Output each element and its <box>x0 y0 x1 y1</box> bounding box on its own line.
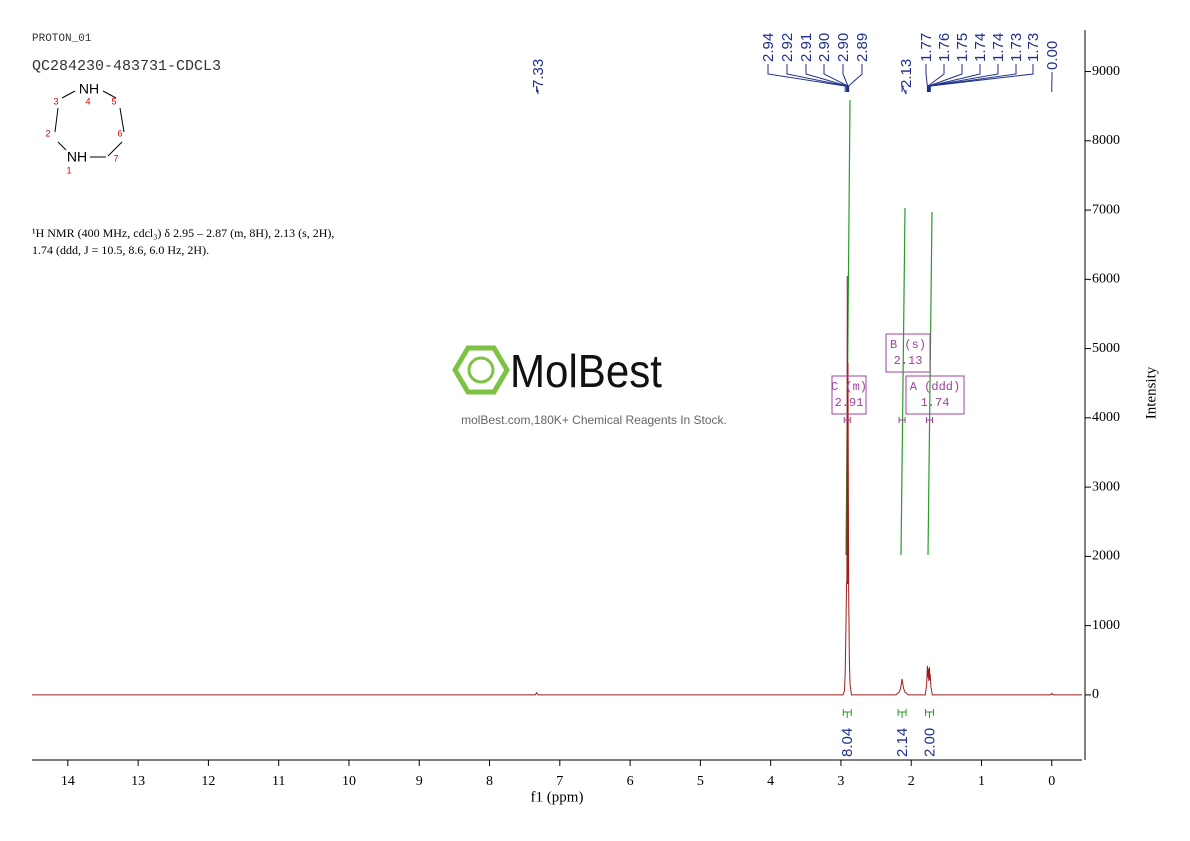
peak-connector <box>848 64 863 92</box>
peak-label: 1.73 <box>1025 33 1042 62</box>
y-tick-label: 8000 <box>1092 133 1120 148</box>
bond <box>57 141 67 151</box>
peak-label: 7.33 <box>530 59 547 88</box>
bond <box>102 90 117 99</box>
peak-label: 2.90 <box>816 33 833 62</box>
peak-connector <box>925 64 928 92</box>
integral-marker <box>842 709 852 718</box>
x-tick-label: 2 <box>908 774 915 789</box>
peak-connector <box>786 64 848 92</box>
peak-label: 1.73 <box>1008 33 1025 62</box>
peak-label: 0.00 <box>1044 41 1061 70</box>
y-axis-label: Intensity <box>1143 366 1159 419</box>
x-tick-label: 8 <box>486 774 493 789</box>
bond <box>54 107 59 133</box>
y-tick-label: 6000 <box>1092 272 1120 287</box>
integral-label: 2.14 <box>894 728 911 757</box>
peak-connector <box>805 64 848 92</box>
x-tick-label: 11 <box>272 774 285 789</box>
x-tick-label: 0 <box>1048 774 1055 789</box>
experiment-name: PROTON_01 <box>32 33 92 45</box>
atom-number: 5 <box>111 96 116 106</box>
multiplet-marker <box>843 417 851 423</box>
nmr-description: ¹H NMR (400 MHz, cdcl₃) δ 2.95 – 2.87 (m… <box>32 226 334 240</box>
x-tick-label: 7 <box>556 774 563 789</box>
integral-marker <box>897 709 907 718</box>
x-tick-label: 5 <box>697 774 704 789</box>
x-tick-label: 9 <box>416 774 423 789</box>
peak-connector <box>928 64 963 92</box>
multiplet-box <box>905 375 965 415</box>
x-tick-label: 3 <box>837 774 844 789</box>
bond <box>107 141 123 157</box>
atom-number: 6 <box>117 128 122 138</box>
peak-connector <box>842 64 849 92</box>
peak-label: 1.74 <box>990 33 1007 62</box>
peak-label: 1.77 <box>918 33 935 62</box>
y-tick-label: 4000 <box>1092 410 1120 425</box>
multiplet-label: C (m) <box>831 380 867 394</box>
nmr-description: 1.74 (ddd, J = 10.5, 8.6, 6.0 Hz, 2H). <box>32 243 209 257</box>
y-tick-label: 3000 <box>1092 479 1120 494</box>
peak-connector <box>536 85 539 95</box>
bond <box>119 107 125 133</box>
peak-label: 2.90 <box>835 33 852 62</box>
peak-label: 2.89 <box>854 33 871 62</box>
peak-connector <box>928 64 999 92</box>
integral-curves <box>845 99 933 556</box>
x-axis-label: f1 (ppm) <box>531 789 584 805</box>
peak-connector <box>767 64 846 92</box>
x-tick-label: 14 <box>61 774 75 789</box>
x-tick-label: 12 <box>201 774 215 789</box>
y-tick-label: 5000 <box>1092 341 1120 356</box>
atom-number: 4 <box>85 96 90 106</box>
peak-label: 1.74 <box>972 33 989 62</box>
atom-number: 1 <box>66 165 71 175</box>
atom-label: NH <box>67 149 87 165</box>
atom-number: 2 <box>45 128 50 138</box>
multiplet-shift: 1.74 <box>921 396 950 410</box>
sample-name: QC284230-483731-CDCL3 <box>32 58 221 75</box>
molecule <box>54 90 125 158</box>
x-tick-label: 13 <box>131 774 145 789</box>
bond <box>61 90 76 99</box>
peak-label: 2.91 <box>798 33 815 62</box>
y-tick-label: 1000 <box>1092 618 1120 633</box>
integral-label: 2.00 <box>921 728 938 757</box>
multiplet-label: A (ddd) <box>910 380 960 394</box>
y-tick-label: 7000 <box>1092 202 1120 217</box>
y-tick-label: 0 <box>1092 687 1099 702</box>
spectrum-line <box>32 275 1082 696</box>
multiplet-marker <box>925 417 933 423</box>
peak-label: 2.92 <box>779 33 796 62</box>
peak-connector <box>927 64 945 92</box>
x-tick-label: 4 <box>767 774 774 789</box>
multiplet-box <box>831 375 867 415</box>
multiplet-label: B (s) <box>890 338 926 352</box>
integral-marker <box>924 709 934 718</box>
atom-number: 3 <box>53 96 58 106</box>
y-tick-label: 9000 <box>1092 64 1120 79</box>
multiplet-shift: 2.13 <box>894 354 923 368</box>
peak-label: 2.13 <box>898 59 915 88</box>
multiplet-shift: 2.91 <box>835 396 864 410</box>
logo-icon <box>452 345 510 395</box>
x-tick-label: 10 <box>342 774 356 789</box>
multiplet-box <box>885 333 931 373</box>
watermark-tagline: molBest.com,180K+ Chemical Reagents In S… <box>461 413 727 427</box>
multiplet-marker <box>898 417 906 423</box>
logo-text: MolBest <box>510 345 662 397</box>
peak-connector <box>901 85 907 95</box>
peak-connector <box>929 64 1034 92</box>
peak-label: 1.76 <box>936 33 953 62</box>
peak-label: 1.75 <box>954 33 971 62</box>
peak-label: 2.94 <box>760 33 777 62</box>
atom-label: NH <box>79 81 99 97</box>
atom-number: 7 <box>113 153 118 163</box>
y-tick-label: 2000 <box>1092 549 1120 564</box>
x-tick-label: 1 <box>978 774 985 789</box>
integral-label: 8.04 <box>839 728 856 757</box>
x-tick-label: 6 <box>627 774 634 789</box>
